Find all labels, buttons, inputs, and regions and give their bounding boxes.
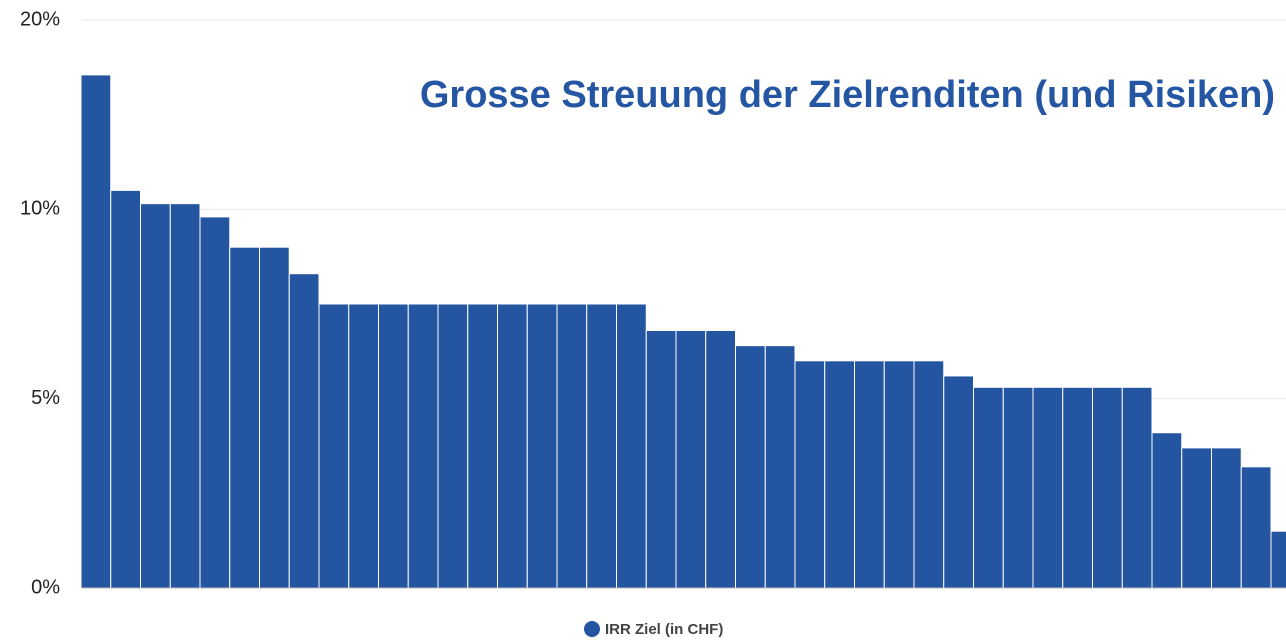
bar bbox=[110, 189, 141, 589]
bar bbox=[378, 303, 409, 589]
bar bbox=[497, 303, 528, 589]
bar bbox=[675, 330, 707, 589]
bar bbox=[824, 360, 855, 589]
bar bbox=[1121, 386, 1153, 589]
bar bbox=[288, 273, 320, 589]
bar bbox=[1002, 386, 1034, 589]
bar bbox=[556, 303, 588, 589]
bar bbox=[973, 386, 1004, 589]
bar bbox=[1211, 447, 1242, 589]
bar bbox=[526, 303, 558, 589]
bar bbox=[705, 330, 736, 589]
bar bbox=[616, 303, 647, 589]
bar bbox=[1092, 386, 1123, 589]
bar bbox=[259, 246, 290, 589]
bar bbox=[1032, 386, 1064, 589]
bar bbox=[229, 246, 260, 589]
bar bbox=[140, 203, 171, 589]
legend-marker bbox=[584, 621, 600, 637]
bar bbox=[883, 360, 915, 589]
bar bbox=[735, 345, 766, 589]
bar bbox=[169, 203, 201, 589]
bar bbox=[586, 303, 617, 589]
chart-title: Grosse Streuung der Zielrenditen (und Ri… bbox=[420, 74, 1275, 116]
bar bbox=[1151, 432, 1183, 589]
bar bbox=[348, 303, 379, 589]
bar bbox=[794, 360, 826, 589]
bar bbox=[1240, 466, 1272, 589]
bar bbox=[467, 303, 498, 589]
bar bbox=[437, 303, 469, 589]
bar bbox=[199, 216, 231, 589]
bar bbox=[1181, 447, 1212, 589]
bar bbox=[854, 360, 885, 589]
bar bbox=[913, 360, 945, 589]
bar bbox=[764, 345, 796, 589]
y-tick-label: 10% bbox=[20, 198, 60, 220]
bar bbox=[943, 375, 974, 589]
bar bbox=[318, 303, 350, 589]
bar bbox=[645, 330, 677, 589]
bars bbox=[80, 74, 1286, 589]
legend-label: IRR Ziel (in CHF) bbox=[605, 621, 723, 638]
bar bbox=[80, 74, 112, 589]
y-tick-label: 5% bbox=[31, 387, 60, 409]
y-tick-label: 20% bbox=[20, 8, 60, 30]
bar bbox=[407, 303, 439, 589]
bar bbox=[1062, 386, 1093, 589]
y-tick-label: 0% bbox=[31, 576, 60, 598]
bar bbox=[1270, 530, 1286, 589]
